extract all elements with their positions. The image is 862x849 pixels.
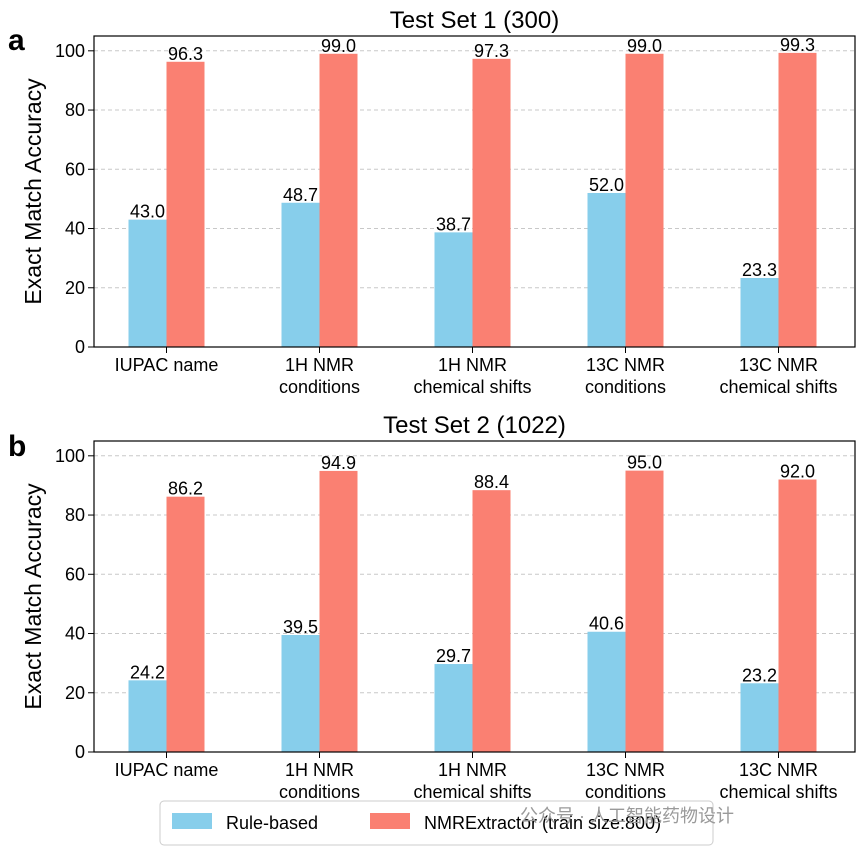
- y-tick-label: 40: [65, 219, 85, 239]
- bar-rule-based: [740, 277, 779, 347]
- bar-nmrextractor: [319, 470, 358, 752]
- plot-frame: [93, 35, 856, 348]
- y-tick-label: 40: [65, 624, 85, 644]
- bar-nmrextractor: [778, 479, 817, 752]
- data-label: 48.7: [283, 185, 318, 205]
- bar-nmrextractor: [319, 53, 358, 348]
- watermark: 公众号 · 人工智能药物设计: [520, 806, 734, 826]
- legend-swatch-rule-based: [172, 813, 212, 829]
- x-tick-label: 1H NMR: [438, 760, 507, 780]
- y-tick-label: 20: [65, 683, 85, 703]
- data-label: 99.0: [321, 36, 356, 56]
- bar-rule-based: [434, 664, 473, 752]
- panel-b: b Test Set 2 (1022) Exact Match Accuracy 0 2…: [8, 412, 856, 802]
- bar-nmrextractor: [166, 61, 205, 348]
- x-tick-label: 13C NMR: [739, 355, 818, 375]
- panel-letter: b: [8, 430, 26, 463]
- x-tick-label: chemical shifts: [719, 377, 837, 397]
- y-tick-label: 100: [55, 446, 85, 466]
- bar-nmrextractor: [472, 490, 511, 752]
- x-tick-label: chemical shifts: [413, 782, 531, 802]
- x-tick-label: chemical shifts: [413, 377, 531, 397]
- data-label: 52.0: [589, 175, 624, 195]
- bar-rule-based: [128, 680, 167, 752]
- legend-swatch-nmrextractor: [370, 813, 410, 829]
- chart-title: Test Set 1 (300): [390, 7, 559, 34]
- bar-rule-based: [281, 635, 320, 752]
- data-label: 94.9: [321, 453, 356, 473]
- data-label: 38.7: [436, 214, 471, 234]
- bar-nmrextractor: [625, 470, 664, 752]
- legend-frame: [159, 800, 714, 846]
- y-tick-label: 80: [65, 505, 85, 525]
- y-axis-label: Exact Match Accuracy: [20, 78, 46, 305]
- x-tick-label: IUPAC name: [115, 760, 219, 780]
- x-tick-label: conditions: [585, 377, 666, 397]
- data-label: 99.3: [780, 35, 815, 55]
- bar-nmrextractor: [778, 52, 817, 347]
- data-label: 43.0: [130, 202, 165, 222]
- data-label: 95.0: [627, 453, 662, 473]
- data-label: 88.4: [474, 472, 509, 492]
- data-label: 97.3: [474, 41, 509, 61]
- data-label: 96.3: [168, 44, 203, 64]
- y-tick-label: 100: [55, 41, 85, 61]
- x-tick-label: 13C NMR: [739, 760, 818, 780]
- x-tick-label: IUPAC name: [115, 355, 219, 375]
- bar-rule-based: [587, 631, 626, 752]
- x-tick-label: conditions: [585, 782, 666, 802]
- x-tick-label: 1H NMR: [438, 355, 507, 375]
- x-tick-label: 13C NMR: [586, 760, 665, 780]
- data-label: 99.0: [627, 36, 662, 56]
- x-tick-label: conditions: [279, 782, 360, 802]
- data-label: 29.7: [436, 646, 471, 666]
- bar-nmrextractor: [625, 53, 664, 348]
- y-tick-label: 60: [65, 159, 85, 179]
- data-label: 86.2: [168, 479, 203, 499]
- y-tick-label: 60: [65, 564, 85, 584]
- bar-nmrextractor: [166, 496, 205, 752]
- x-tick-label: 1H NMR: [285, 760, 354, 780]
- bar-nmrextractor: [472, 58, 511, 347]
- data-label: 23.2: [742, 665, 777, 685]
- chart-title: Test Set 2 (1022): [383, 412, 566, 439]
- x-tick-label: 13C NMR: [586, 355, 665, 375]
- y-axis-label: Exact Match Accuracy: [20, 483, 46, 710]
- bar-rule-based: [587, 192, 626, 347]
- data-label: 23.3: [742, 260, 777, 280]
- x-tick-label: 1H NMR: [285, 355, 354, 375]
- bar-rule-based: [128, 219, 167, 347]
- x-tick-label: conditions: [279, 377, 360, 397]
- data-label: 24.2: [130, 662, 165, 682]
- bar-rule-based: [281, 202, 320, 347]
- legend-label-rule-based: Rule-based: [226, 813, 318, 833]
- legend: Rule-based NMRExtractor (train size:800): [159, 800, 714, 846]
- y-tick-label: 0: [75, 742, 85, 762]
- x-tick-label: chemical shifts: [719, 782, 837, 802]
- bar-rule-based: [434, 232, 473, 347]
- bar-rule-based: [740, 683, 779, 752]
- data-label: 39.5: [283, 617, 318, 637]
- y-tick-label: 20: [65, 278, 85, 298]
- data-label: 92.0: [780, 462, 815, 482]
- y-tick-label: 80: [65, 100, 85, 120]
- panel-letter: a: [8, 24, 25, 57]
- data-label: 40.6: [589, 614, 624, 634]
- panel-a: a Test Set 1 (300) Exact Match Accuracy 0 20…: [8, 7, 856, 397]
- y-tick-label: 0: [75, 337, 85, 357]
- plot-frame: [93, 440, 856, 753]
- legend-label-nmrextractor: NMRExtractor (train size:800): [424, 813, 661, 833]
